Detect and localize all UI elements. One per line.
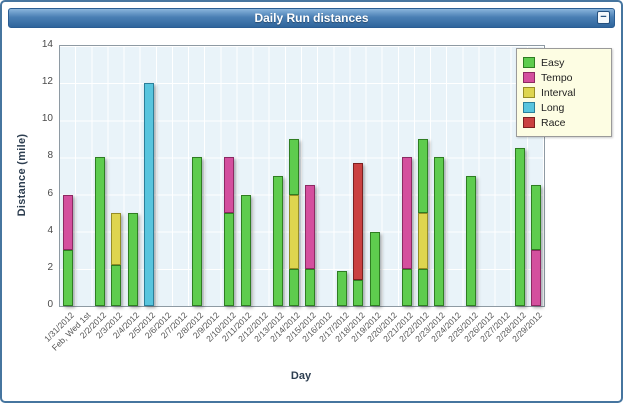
bar-segment-long	[143, 83, 154, 306]
bar-segment-tempo	[401, 157, 412, 269]
title-bar: Daily Run distances −	[8, 8, 615, 28]
bar-2-18-2012	[353, 163, 364, 306]
legend-label: Tempo	[541, 71, 573, 84]
bar-segment-easy	[418, 268, 428, 306]
bar-1-31-2012	[63, 194, 74, 306]
bar-2-2-2012	[95, 157, 106, 306]
legend-swatch-race	[523, 117, 535, 128]
bar-2-28-2012	[514, 148, 525, 306]
legend-label: Interval	[541, 86, 576, 99]
bar-segment-easy	[192, 157, 203, 306]
bar-segment-easy	[240, 194, 251, 306]
bar-2-19-2012	[369, 231, 380, 306]
y-tick-label: 14	[41, 39, 53, 50]
bar-segment-easy	[63, 250, 74, 306]
bar-2-14-2012	[288, 138, 299, 306]
bar-2-15-2012	[305, 185, 316, 306]
bar-segment-easy	[305, 268, 316, 306]
bar-segment-easy	[466, 176, 477, 306]
page-title: Daily Run distances	[254, 11, 369, 25]
plot-area	[59, 45, 545, 307]
bar-segment-tempo	[305, 185, 316, 269]
bar-segment-easy	[418, 138, 428, 214]
bar-segment-tempo	[224, 157, 235, 214]
legend-item-easy: Easy	[523, 56, 605, 69]
bar-2-3-2012	[111, 213, 122, 306]
bar-segment-easy	[353, 280, 364, 306]
y-tick-label: 8	[47, 150, 53, 162]
bar-segment-easy	[224, 213, 235, 306]
bar-2-13-2012	[272, 176, 283, 306]
bar-2-29-2012	[530, 185, 541, 306]
bar-2-17-2012	[337, 270, 348, 306]
legend-label: Easy	[541, 56, 565, 69]
bar-segment-easy	[272, 176, 283, 306]
legend-item-race: Race	[523, 116, 605, 129]
bar-segment-race	[353, 163, 364, 280]
bar-2-21-2012	[401, 157, 412, 306]
y-tick-label: 12	[41, 76, 53, 88]
bar-segment-interval	[288, 194, 299, 269]
bar-segment-easy	[127, 213, 138, 306]
y-axis-label: Distance (mile)	[16, 133, 28, 217]
legend-items: Easy Tempo Interval Long Race	[523, 56, 605, 129]
bar-segment-tempo	[63, 194, 74, 251]
bar-segment-interval	[418, 213, 428, 269]
bar-segment-interval	[111, 213, 122, 266]
y-tick-label: 6	[47, 187, 53, 199]
bar-2-23-2012	[434, 157, 445, 306]
legend-swatch-interval	[523, 87, 535, 98]
bar-segment-easy	[288, 268, 299, 306]
legend-label: Long	[541, 101, 565, 114]
bar-2-8-2012	[192, 157, 203, 306]
bar-segment-easy	[530, 185, 541, 251]
bar-2-10-2012	[224, 157, 235, 306]
bar-segment-easy	[401, 268, 412, 306]
y-tick-label: 10	[41, 113, 53, 125]
y-tick-label: 2	[47, 261, 53, 273]
bar-segment-easy	[434, 157, 445, 306]
bar-segment-easy	[514, 148, 525, 306]
bar-2-11-2012	[240, 194, 251, 306]
legend-swatch-tempo	[523, 72, 535, 83]
bar-segment-easy	[111, 265, 122, 306]
bar-segment-easy	[95, 157, 106, 306]
legend-item-long: Long	[523, 101, 605, 114]
legend-label: Race	[541, 116, 566, 129]
legend-item-interval: Interval	[523, 86, 605, 99]
legend: Easy Tempo Interval Long Race	[516, 48, 612, 137]
bar-segment-tempo	[530, 250, 541, 306]
chart-area: Distance (mile) 0 2 4 6 8 10 12 14 1/31/2012 Feb…	[8, 30, 615, 395]
bar-2-4-2012	[127, 213, 138, 306]
legend-swatch-easy	[523, 57, 535, 68]
bar-2-22-2012	[418, 138, 428, 306]
y-tick-label: 0	[47, 299, 53, 310]
legend-item-tempo: Tempo	[523, 71, 605, 84]
bar-segment-easy	[337, 270, 348, 306]
minimize-button[interactable]: −	[597, 11, 610, 24]
legend-swatch-long	[523, 102, 535, 113]
x-axis-label: Day	[290, 370, 312, 382]
bar-2-25-2012	[466, 176, 477, 306]
y-tick-label: 4	[47, 224, 53, 236]
bar-2-5-2012	[143, 83, 154, 306]
bar-segment-easy	[288, 138, 299, 195]
bar-segment-easy	[369, 231, 380, 306]
